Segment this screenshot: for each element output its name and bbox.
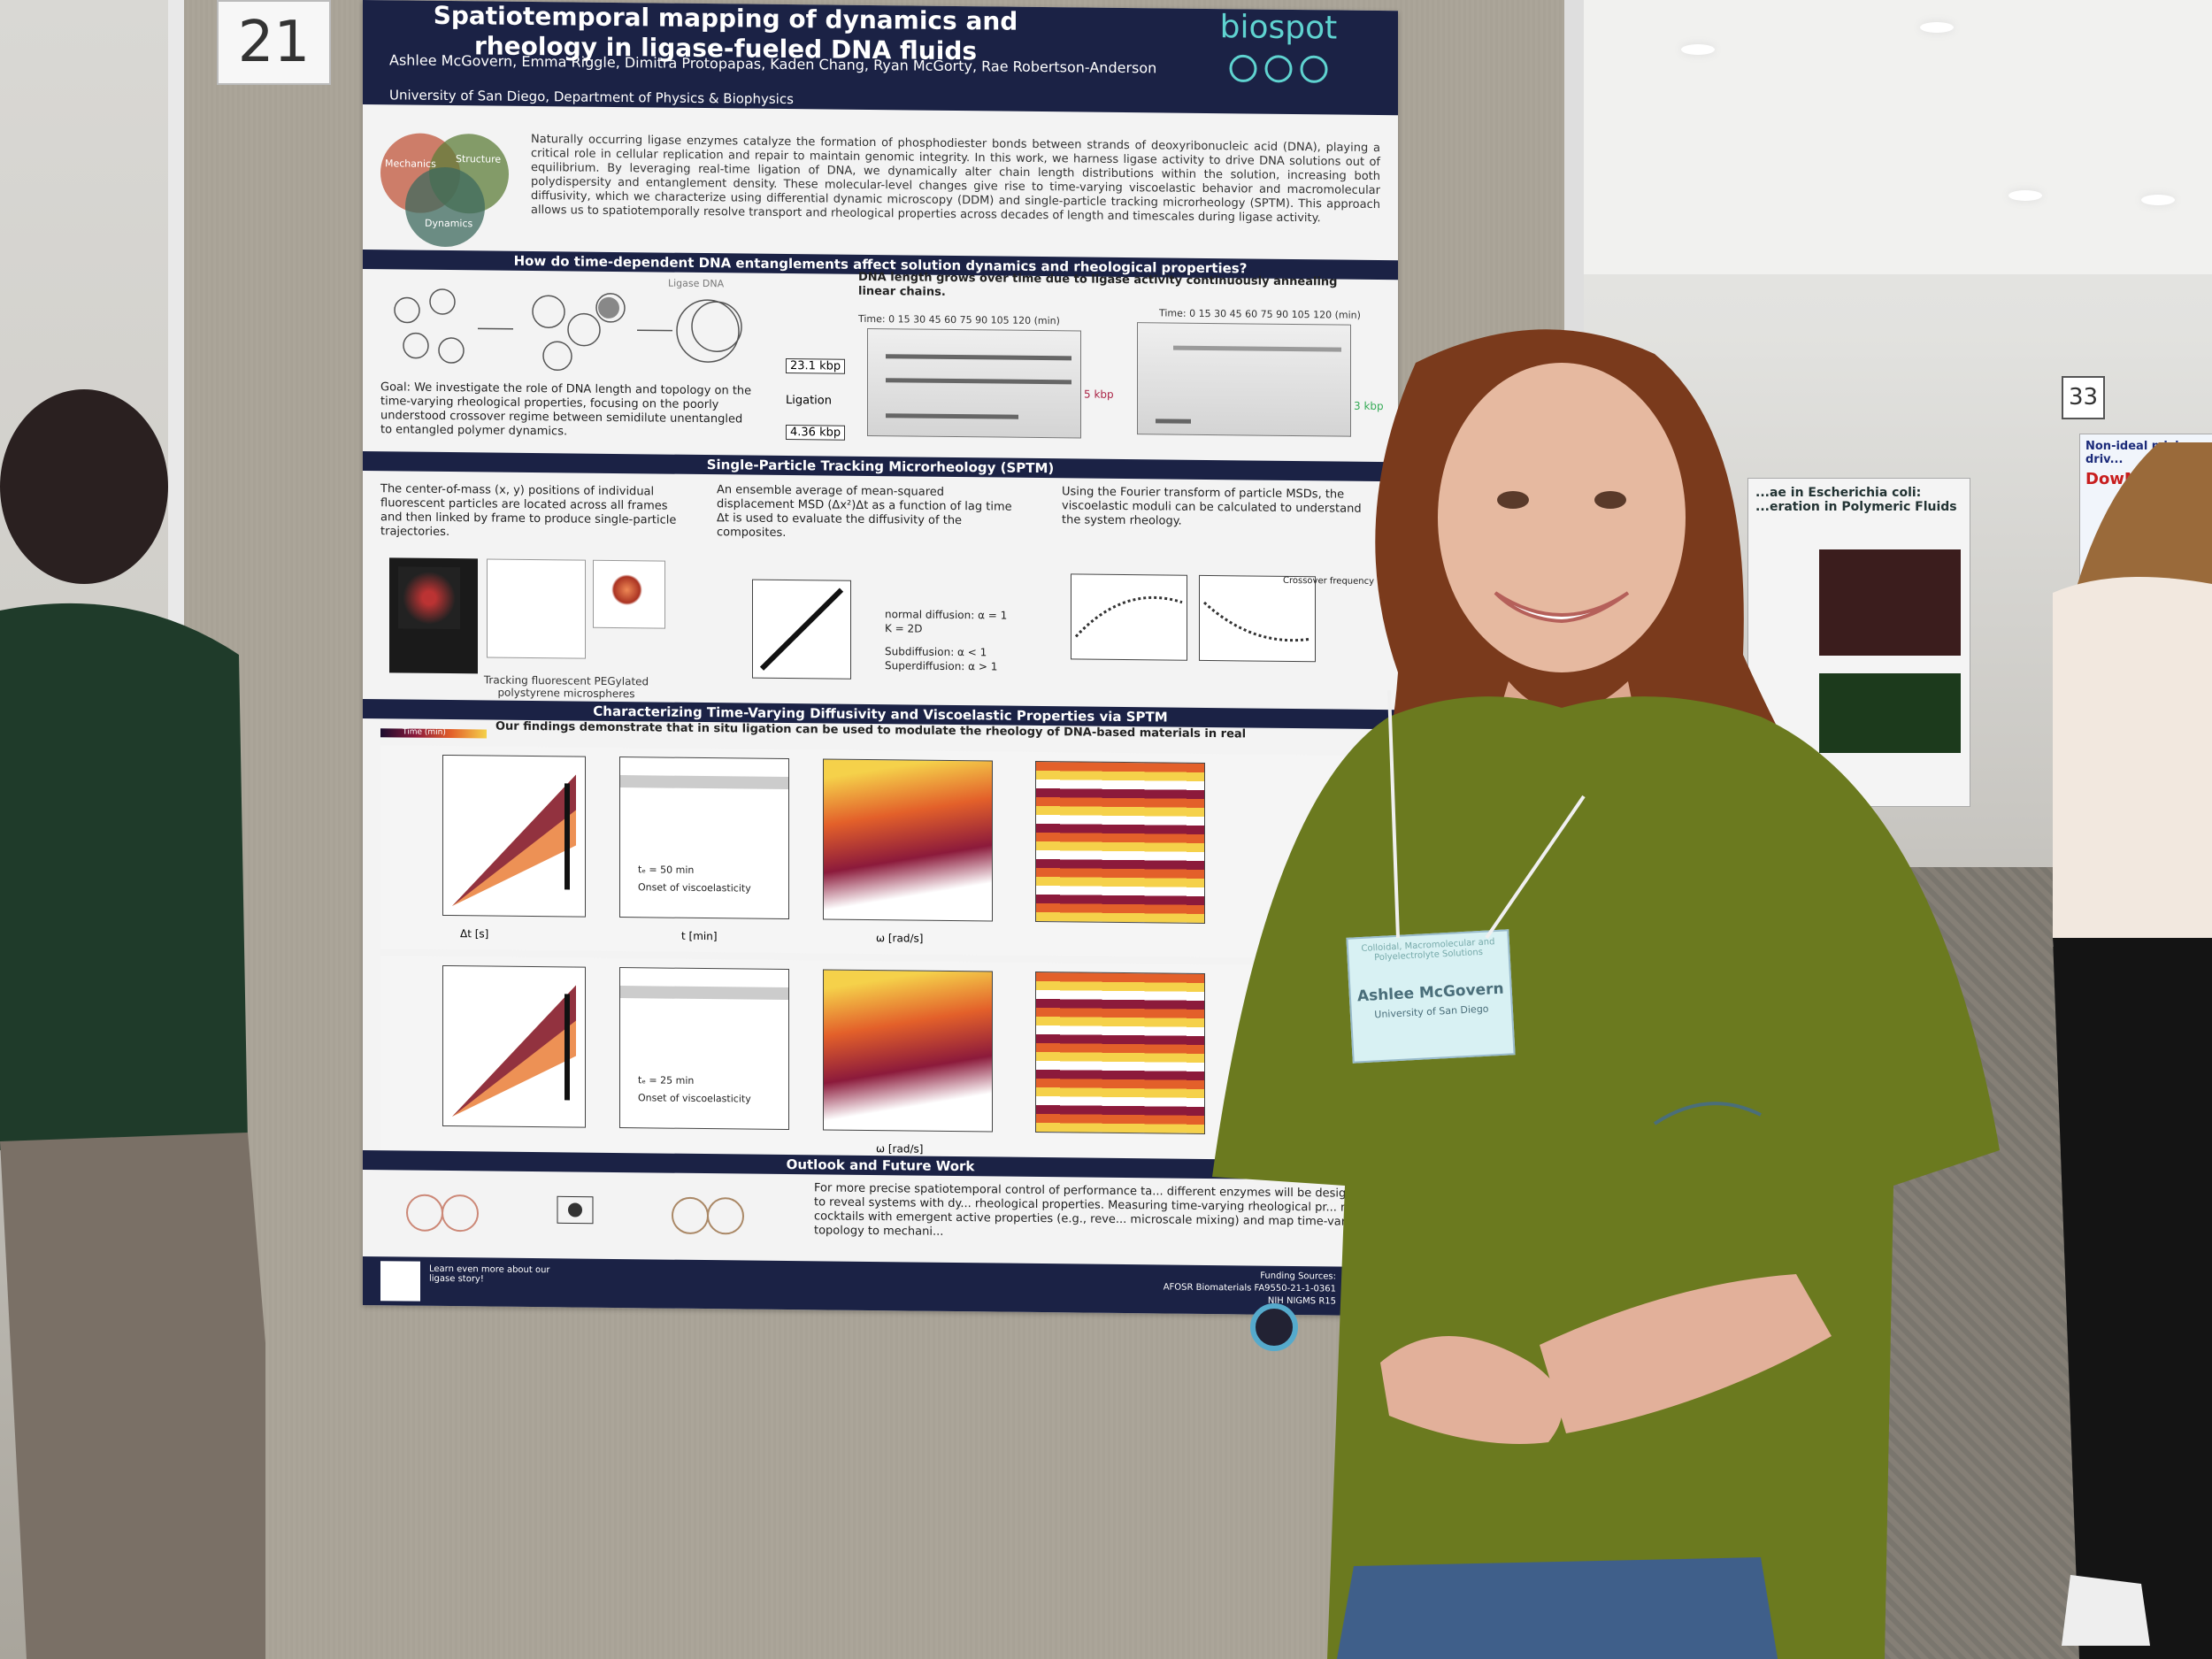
gel-image — [867, 327, 1081, 439]
onset-label: Onset of viscoelasticity — [638, 881, 751, 895]
gel-size-label: 5 kbp — [1084, 388, 1114, 401]
background-poster-number: 33 — [2062, 376, 2105, 419]
person-right — [2053, 442, 2212, 1659]
msd-time-plot — [442, 964, 586, 1128]
qr-text: Learn even more about our ligase story! — [429, 1263, 550, 1285]
msd-plot — [752, 579, 851, 680]
background-poster-figure — [1819, 673, 1961, 753]
venn-label: Mechanics — [385, 157, 436, 170]
sptm-caption: Tracking fluorescent PEGylated polystyre… — [483, 673, 649, 701]
alpha-vs-time-plot: tₑ = 50 min Onset of viscoelasticity — [619, 757, 789, 920]
logo-text: biospot — [1219, 9, 1338, 47]
equation-line: Subdiffusion: α < 1 — [885, 645, 987, 659]
venn-label: Structure — [456, 153, 502, 165]
dna-coil-schematic — [394, 288, 742, 372]
results-row-1: tₑ = 50 min Onset of viscoelasticity Δt … — [380, 745, 1354, 959]
gel-band — [886, 413, 1018, 419]
badge-lanyard — [1387, 690, 1586, 940]
outlook-schematic — [406, 1194, 744, 1235]
poster: Spatiotemporal mapping of dynamics and r… — [363, 0, 1398, 1317]
ceiling-light — [1920, 22, 1954, 33]
gel-marker-ligation: Ligation — [786, 394, 832, 408]
phase-angle-time-plot — [1035, 971, 1205, 1134]
ligase-label: Ligase DNA — [668, 277, 725, 290]
gel-marker-low: 4.36 kbp — [786, 425, 846, 441]
alpha-band — [620, 775, 788, 790]
logo-graphic — [1229, 54, 1328, 83]
gel-marker-high: 23.1 kbp — [786, 358, 846, 374]
axis-label: ω [rad/s] — [876, 932, 924, 945]
background-poster-figure — [1819, 549, 1961, 656]
alpha-band — [620, 986, 788, 1001]
phase-angle-time-plot — [1035, 760, 1205, 924]
ceiling-light — [2141, 195, 2175, 205]
ceiling-light — [2008, 190, 2042, 201]
storage-modulus-plot — [823, 758, 993, 922]
background-poster-title: ...ae in Escherichia coli: ...eration in… — [1755, 486, 1957, 514]
trajectory-figure — [487, 558, 586, 659]
gel-time-label: Time: 0 15 30 45 60 75 90 105 120 (min) — [858, 312, 1060, 327]
phase-angle-plot — [1199, 574, 1316, 663]
poster-header: Spatiotemporal mapping of dynamics and r… — [363, 0, 1398, 116]
microscopy-stack — [389, 557, 478, 674]
venn-circle — [405, 166, 485, 248]
badge-name: Ashlee McGovern — [1356, 979, 1505, 1006]
abstract-text: Naturally occurring ligase enzymes catal… — [531, 132, 1380, 226]
sptm-text-2: An ensemble average of mean-squared disp… — [717, 483, 1012, 541]
name-badge: Colloidal, Macromolecular and Polyelectr… — [1346, 929, 1516, 1064]
person-left — [0, 389, 265, 1659]
alpha-vs-time-plot: tₑ = 25 min Onset of viscoelasticity — [619, 967, 789, 1131]
onset-time: tₑ = 50 min — [638, 864, 695, 876]
sptm-text-1: The center-of-mass (x, y) positions of i… — [380, 482, 677, 540]
microscopy-frame — [398, 566, 460, 630]
colorbar-label: Time (min) — [403, 727, 446, 737]
gel-band — [1156, 419, 1191, 424]
axis-label: Δt [s] — [460, 927, 489, 941]
moduli-plot — [1071, 573, 1187, 661]
equation-line: normal diffusion: α = 1 — [885, 608, 1008, 622]
gel-caption: DNA length grows over time due to ligase… — [858, 270, 1338, 299]
ceiling — [1584, 0, 2212, 274]
presenter — [1212, 329, 2000, 1659]
poster-affiliation: University of San Diego, Department of P… — [389, 87, 794, 108]
badge-school: University of San Diego — [1374, 1002, 1489, 1021]
qr-button: SCAN ME — [380, 1294, 413, 1302]
storage-modulus-plot — [823, 969, 993, 1133]
trajectory-blob — [611, 573, 642, 606]
axis-label: t [min] — [681, 929, 718, 943]
board-number: 21 — [217, 0, 331, 85]
venn-diagram: Mechanics Structure Dynamics — [380, 133, 513, 248]
biospot-logo: biospot — [1212, 9, 1345, 95]
results-row-2: tₑ = 25 min Onset of viscoelasticity ω [… — [380, 956, 1354, 1174]
equation-line: K = 2D — [885, 622, 923, 635]
venn-label: Dynamics — [425, 217, 473, 230]
gel-band — [886, 378, 1071, 385]
onset-label: Onset of viscoelasticity — [638, 1092, 751, 1105]
gel-band — [886, 354, 1071, 361]
section1-goal: Goal: We investigate the role of DNA len… — [380, 380, 752, 439]
onset-time: tₑ = 25 min — [638, 1074, 695, 1087]
trajectory-zoom — [593, 559, 665, 629]
msd-time-plot — [442, 754, 586, 918]
equation-line: Superdiffusion: α > 1 — [885, 659, 998, 673]
diffusion-equations: normal diffusion: α = 1 K = 2D Subdiffus… — [885, 607, 1007, 673]
axis-label: ω [rad/s] — [876, 1142, 924, 1156]
ceiling-light — [1681, 44, 1715, 55]
